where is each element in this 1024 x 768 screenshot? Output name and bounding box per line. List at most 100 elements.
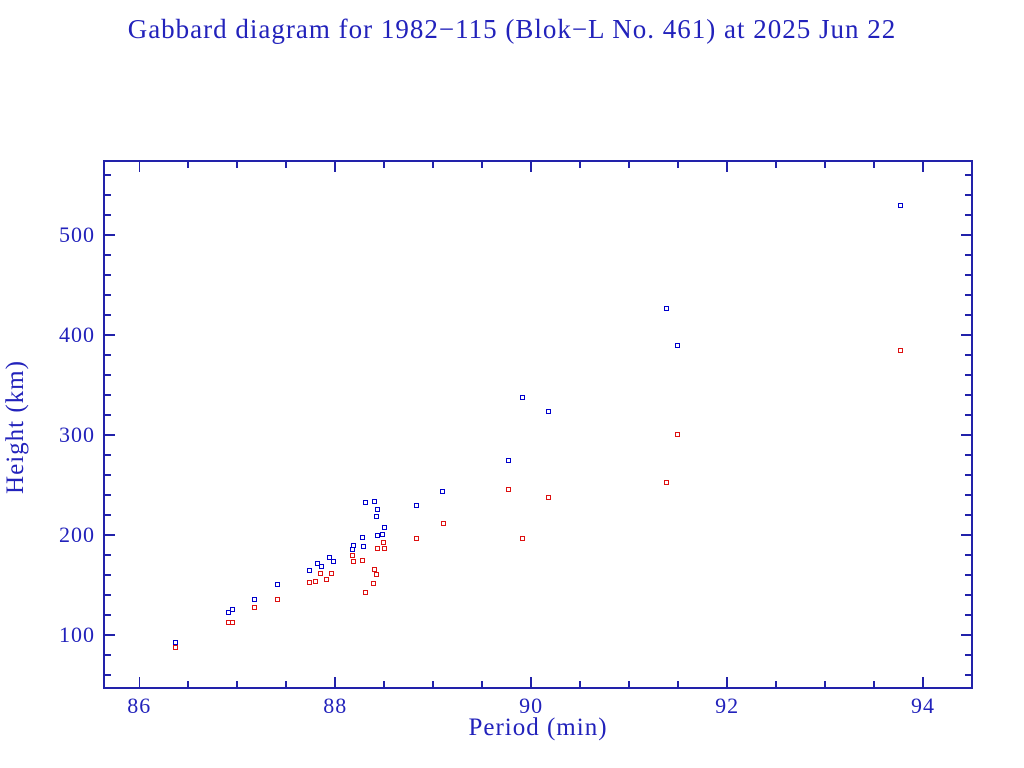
y-minor-tick [965,494,971,496]
perigee-point [350,552,356,558]
apogee-point [374,506,380,512]
x-minor-tick [383,681,385,687]
x-minor-tick [628,162,630,168]
x-major-tick [334,677,336,687]
y-minor-tick [965,654,971,656]
y-minor-tick [965,594,971,596]
y-tick-label: 100 [59,622,95,647]
y-minor-tick [105,214,111,216]
apogee-point [315,560,321,566]
y-minor-tick [105,414,111,416]
x-major-tick [530,162,532,172]
apogee-point [173,639,178,645]
y-major-tick [961,334,971,336]
perigee-point [307,579,313,585]
x-tick-label: 90 [519,693,544,718]
y-minor-tick [965,254,971,256]
perigee-point [381,545,387,551]
y-major-tick [105,634,115,636]
y-minor-tick [105,674,111,676]
y-minor-tick [965,174,971,176]
x-major-tick [530,677,532,687]
apogee-point [381,524,387,530]
apogee-point [326,554,332,560]
x-minor-tick [285,162,287,168]
x-minor-tick [432,162,434,168]
y-minor-tick [965,314,971,316]
x-minor-tick [481,681,483,687]
apogee-point [898,202,903,208]
perigee-point [328,570,334,576]
perigee-point [323,576,329,582]
x-minor-tick [236,162,238,168]
x-tick-label: 92 [715,693,740,718]
x-minor-tick [628,681,630,687]
x-major-tick [726,162,728,172]
apogee-point [663,305,669,311]
x-minor-tick [285,681,287,687]
y-minor-tick [105,514,111,516]
y-minor-tick [965,394,971,396]
perigee-point [374,545,380,551]
x-minor-tick [775,681,777,687]
chart-title: Gabbard diagram for 1982−115 (Blok−L No.… [127,14,897,44]
perigee-point [414,535,419,541]
y-minor-tick [105,614,111,616]
y-minor-tick [105,594,111,596]
x-minor-tick [824,162,826,168]
y-major-tick [105,334,115,336]
x-minor-tick [824,681,826,687]
apogee-point [674,342,680,348]
y-minor-tick [105,474,111,476]
y-tick-label: 300 [59,422,95,447]
y-tick-label: 400 [59,322,95,347]
apogee-point [252,596,258,602]
y-minor-tick [105,174,111,176]
y-minor-tick [105,374,111,376]
x-minor-tick [481,162,483,168]
plot-frame [103,160,973,689]
y-minor-tick [105,254,111,256]
plot-area [103,160,973,689]
perigee-point [351,558,357,564]
perigee-point [318,570,323,576]
perigee-point [360,557,366,563]
x-tick-label: 94 [911,693,936,718]
perigee-point [898,347,903,353]
perigee-point [363,589,369,595]
x-major-tick [138,162,140,172]
apogee-point [519,394,525,400]
apogee-point [360,534,366,540]
y-major-tick [105,534,115,536]
y-minor-tick [965,674,971,676]
x-tick-label: 88 [323,693,348,718]
x-minor-tick [187,681,189,687]
apogee-point [546,408,552,414]
y-minor-tick [105,314,111,316]
apogee-point [371,498,377,504]
y-minor-tick [105,574,111,576]
apogee-point [318,563,324,569]
x-major-tick [138,677,140,687]
y-minor-tick [965,194,971,196]
x-minor-tick [579,681,581,687]
y-minor-tick [965,294,971,296]
perigee-point [380,539,386,545]
y-minor-tick [105,454,111,456]
y-minor-tick [965,374,971,376]
x-minor-tick [187,162,189,168]
y-minor-tick [965,574,971,576]
apogee-point [506,457,512,463]
x-major-tick [726,677,728,687]
apogee-point [361,543,367,549]
y-minor-tick [105,554,111,556]
y-minor-tick [105,354,111,356]
y-major-tick [961,234,971,236]
apogee-point [374,532,380,538]
y-major-tick [105,234,115,236]
apogee-point [274,581,280,587]
x-minor-tick [971,681,973,687]
apogee-point [229,606,235,612]
y-minor-tick [965,214,971,216]
